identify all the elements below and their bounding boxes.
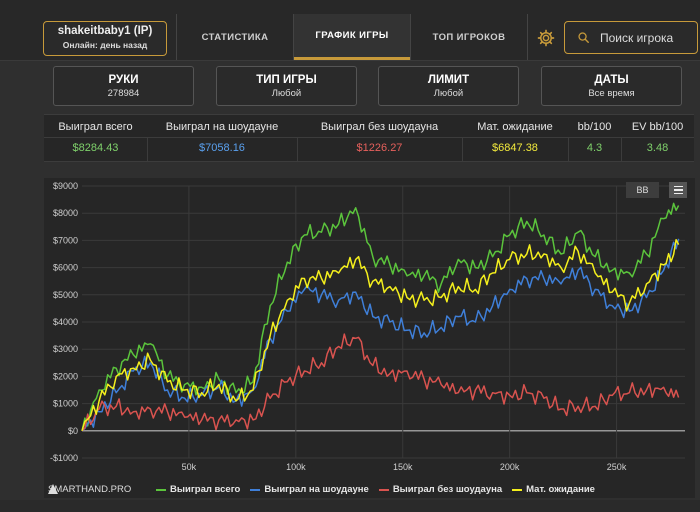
stats-value-total: $8284.43 (72, 142, 119, 154)
search-input[interactable] (598, 29, 697, 46)
chart-menu-button[interactable] (669, 182, 687, 198)
filter-hands-value: 278984 (107, 88, 140, 99)
tab-statistics[interactable]: СТАТИСТИКА (201, 31, 269, 43)
menu-icon-bar (673, 189, 683, 191)
x-tick-label: 250k (607, 462, 627, 472)
nav-divider (293, 14, 294, 60)
legend-item[interactable]: Выиграл без шоудауна (378, 484, 503, 495)
filter-game-type-title: ТИП ИГРЫ (256, 74, 317, 86)
stats-header-nonshowdown: Выиграл без шоудауна (320, 121, 439, 133)
legend-swatch (250, 488, 261, 491)
filter-dates-value: Все время (588, 88, 635, 99)
smarthand-logo-icon (48, 484, 58, 494)
filter-limit-value: Любой (433, 88, 464, 99)
search-box[interactable] (564, 21, 698, 54)
nav-divider (410, 14, 411, 60)
stats-value-ev-bb100: 3.48 (646, 142, 669, 154)
legend-swatch (512, 488, 523, 491)
legend-swatch (156, 488, 166, 491)
bb-toggle-button[interactable]: BB (626, 182, 659, 198)
x-tick-label: 150k (393, 462, 413, 472)
stats-value-bb100: 4.3 (586, 142, 603, 154)
chart-plot: -$1000 $0 $1000 $2000 $3000 $4000 $5000 $6000 $7… (50, 181, 685, 472)
stats-table: Выиграл всего Выиграл на шоудауне Выигра… (44, 114, 694, 162)
stats-col-divider (462, 138, 463, 161)
nav-divider (176, 14, 177, 60)
winnings-chart: -$1000 $0 $1000 $2000 $3000 $4000 $5000 $6000 $7… (44, 178, 695, 498)
y-tick-label: $4000 (53, 317, 78, 327)
y-tick-label: $9000 (53, 181, 78, 191)
gear-icon[interactable] (537, 29, 555, 47)
filter-hands-title: РУКИ (108, 74, 139, 86)
legend-label: Мат. ожидание (526, 484, 595, 495)
menu-icon-bar (673, 185, 683, 188)
top-navigation: shakeitbaby1 (IP) Онлайн: день назад СТА… (0, 0, 700, 61)
stats-divider (44, 137, 694, 138)
user-status: Онлайн: день назад (62, 40, 148, 50)
stats-header-bb100: bb/100 (577, 121, 612, 133)
x-tick-label: 200k (500, 462, 520, 472)
filter-dates[interactable]: ДАТЫ Все время (541, 66, 682, 106)
legend-label: Выиграл без шоудауна (392, 484, 503, 495)
menu-icon-bar (673, 192, 683, 195)
tab-top-players[interactable]: ТОП ИГРОКОВ (432, 31, 506, 43)
stats-col-divider (147, 138, 148, 161)
user-name: shakeitbaby1 (IP) (57, 25, 153, 37)
stats-header-ev: Мат. ожидание (477, 121, 553, 133)
user-profile-button[interactable]: shakeitbaby1 (IP) Онлайн: день назад (43, 21, 167, 56)
stats-col-divider (568, 138, 569, 161)
stats-col-divider (297, 138, 298, 161)
tab-game-chart[interactable]: ГРАФИК ИГРЫ (294, 14, 410, 60)
series-line (81, 238, 680, 432)
y-tick-label: $0 (68, 426, 78, 436)
stats-header-showdown: Выиграл на шоудауне (165, 121, 279, 133)
brand-name: SMARTHAND.PRO (48, 484, 132, 495)
legend-label: Выиграл всего (170, 484, 241, 495)
filter-limit[interactable]: ЛИМИТ Любой (378, 66, 519, 106)
bottom-strip (0, 500, 700, 512)
y-tick-label: $5000 (53, 290, 78, 300)
x-tick-label: 50k (182, 462, 197, 472)
chart-legend: Выиграл всего Выиграл на шоудауне Выиграл … (156, 484, 595, 495)
stats-col-divider (621, 138, 622, 161)
series-line (81, 238, 680, 432)
search-icon (578, 32, 589, 43)
y-tick-label: -$1000 (50, 453, 78, 463)
series-line (81, 202, 680, 431)
filter-hands[interactable]: РУКИ 278984 (53, 66, 194, 106)
legend-swatch (378, 488, 389, 491)
filter-game-type[interactable]: ТИП ИГРЫ Любой (216, 66, 357, 106)
y-tick-label: $8000 (53, 208, 78, 218)
legend-item[interactable]: Выиграл на шоудауне (250, 484, 369, 495)
stats-header-ev-bb100: EV bb/100 (631, 121, 684, 133)
stats-value-nonshowdown: $1226.27 (356, 142, 403, 154)
nav-divider (527, 14, 528, 60)
filter-game-type-value: Любой (271, 88, 302, 99)
x-tick-label: 100k (286, 462, 306, 472)
filter-limit-title: ЛИМИТ (427, 74, 470, 86)
y-tick-label: $3000 (53, 344, 78, 354)
legend-item[interactable]: Выиграл всего (156, 484, 240, 495)
y-tick-label: $2000 (53, 371, 78, 381)
legend-label: Выиграл на шоудауне (264, 484, 369, 495)
stats-header-total: Выиграл всего (58, 121, 133, 133)
stats-value-ev: $6847.38 (492, 142, 538, 154)
legend-item[interactable]: Мат. ожидание (512, 484, 595, 495)
series-line (81, 333, 680, 432)
y-tick-label: $1000 (53, 399, 78, 409)
stats-value-showdown: $7058.16 (199, 142, 245, 154)
y-tick-label: $6000 (53, 263, 78, 273)
brand-logo: SMARTHAND.PRO (48, 484, 131, 495)
y-tick-label: $7000 (53, 235, 78, 245)
filter-dates-title: ДАТЫ (594, 74, 629, 86)
